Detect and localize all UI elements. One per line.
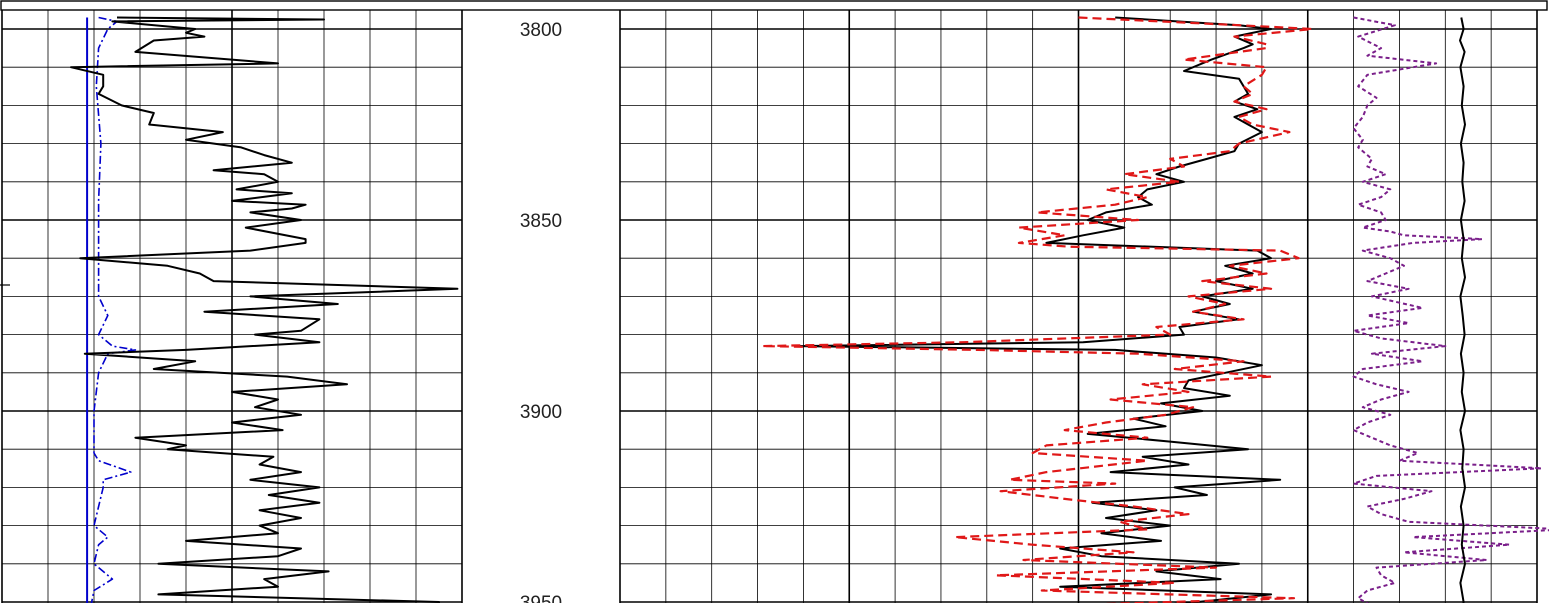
series-layer <box>70 16 1549 603</box>
depth-tick-label: 3850 <box>520 211 562 232</box>
depth-tick-label: 3800 <box>520 20 562 41</box>
log-curve-track1-series2 <box>90 16 137 603</box>
frame-layer <box>0 0 1548 286</box>
log-curve-track1-series3 <box>70 16 459 603</box>
top-frame-border <box>0 0 1548 11</box>
log-curve-track2-series2 <box>760 16 1314 603</box>
log-curve-track2-series4 <box>1459 17 1466 603</box>
depth-tick-label: 3900 <box>520 402 562 423</box>
depth-tick-labels: 3800 3850 3900 3950 <box>520 20 562 603</box>
depth-tick-label: 3950 <box>520 593 562 603</box>
grid-layer <box>1 10 1538 603</box>
log-curve-track2-series1 <box>797 16 1282 603</box>
